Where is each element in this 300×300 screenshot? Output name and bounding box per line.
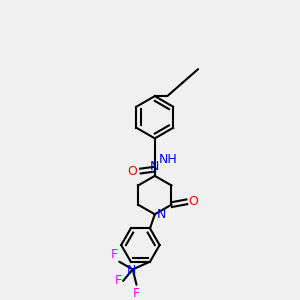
Text: F: F bbox=[111, 248, 118, 261]
Text: O: O bbox=[128, 165, 137, 178]
Text: N: N bbox=[150, 160, 160, 173]
Text: N: N bbox=[157, 208, 166, 221]
Text: O: O bbox=[189, 195, 199, 208]
Text: F: F bbox=[133, 287, 140, 300]
Text: NH: NH bbox=[159, 153, 177, 166]
Text: N: N bbox=[127, 264, 136, 277]
Text: F: F bbox=[115, 274, 122, 287]
